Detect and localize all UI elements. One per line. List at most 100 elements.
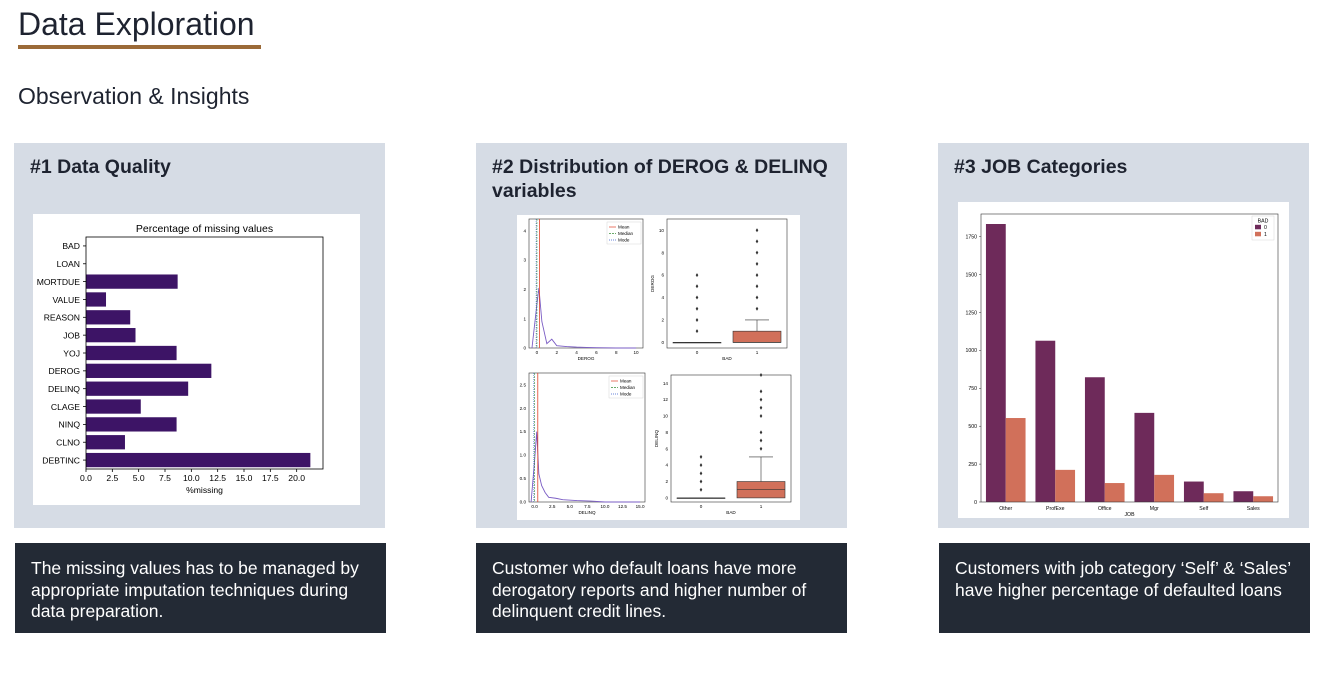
x-tick-label: 8 xyxy=(615,350,618,355)
legend-label: Mode xyxy=(620,392,632,397)
y-tick-label: DEBTINC xyxy=(42,455,80,465)
bar xyxy=(86,381,189,396)
panel-heading: #1 Data Quality xyxy=(30,156,171,178)
x-tick-label: 7.5 xyxy=(159,473,171,483)
outlier-point xyxy=(755,295,759,300)
legend-title: BAD xyxy=(1258,219,1269,225)
y-tick-label: 6 xyxy=(665,446,668,451)
job-categories-svg: 0 250 500 750 1000 1250 1500 1750 Other ProfExe Of… xyxy=(965,213,1279,518)
insight-note-data-quality: The missing values has to be managed by … xyxy=(15,543,386,633)
x-axis-label: %missing xyxy=(186,485,223,495)
x-axis-label: BAD xyxy=(722,356,732,361)
x-tick-label: ProfExe xyxy=(1046,506,1065,512)
outlier-point xyxy=(755,250,759,255)
legend-label: Mean xyxy=(620,379,632,384)
outlier-point xyxy=(699,479,703,484)
plot-frame xyxy=(670,374,792,503)
y-tick-label: 4 xyxy=(523,228,526,233)
y-tick-label: LOAN xyxy=(57,259,80,269)
bar xyxy=(1035,340,1056,502)
page-title: Data Exploration xyxy=(18,6,255,42)
x-tick-label: Office xyxy=(1098,506,1112,512)
legend-label: 1 xyxy=(1264,232,1267,238)
outlier-point xyxy=(755,261,759,266)
y-tick-label: 2 xyxy=(665,479,668,484)
y-tick-label: 1250 xyxy=(965,310,977,316)
y-tick-label: 1.5 xyxy=(520,429,527,434)
bar xyxy=(1233,491,1254,502)
y-tick-label: 1500 xyxy=(965,272,977,278)
outlier-point xyxy=(755,239,759,244)
bar xyxy=(1154,474,1175,502)
x-tick-label: 0 xyxy=(696,350,699,355)
outlier-point xyxy=(695,329,699,334)
x-tick-label: 0.0 xyxy=(80,473,92,483)
missing-values-svg: Percentage of missing values BAD LOAN MORTD… xyxy=(37,223,324,495)
x-tick-label: 20.0 xyxy=(288,473,305,483)
x-tick-label: 1 xyxy=(756,350,759,355)
bar xyxy=(86,310,131,325)
y-tick-label: 0 xyxy=(974,500,977,506)
plot-frame xyxy=(666,218,788,349)
x-tick-label: 5.0 xyxy=(567,504,574,509)
bar xyxy=(1084,377,1105,502)
bar xyxy=(86,399,141,414)
x-tick-label: 2.5 xyxy=(549,504,556,509)
derog-delinq-charts: 0 1 2 3 4 0 2 4 6 8 10 DEROG Mean Median Mode 0 2 4 6 8 10 0 1… xyxy=(517,215,800,520)
y-tick-label: 0.5 xyxy=(520,476,527,481)
x-tick-label: 10.0 xyxy=(183,473,200,483)
y-tick-label: 12 xyxy=(663,397,669,402)
y-tick-label: YOJ xyxy=(63,348,80,358)
y-tick-label: 3 xyxy=(523,258,526,263)
outlier-point xyxy=(699,471,703,476)
y-tick-label: 1 xyxy=(523,316,526,321)
y-tick-label: 500 xyxy=(968,424,977,430)
y-tick-label: MORTDUE xyxy=(37,277,81,287)
legend-label: Mean xyxy=(618,225,630,230)
panel-data-quality: #1 Data Quality Percentage of missing va… xyxy=(14,143,385,528)
x-axis-label: DEROG xyxy=(578,356,595,361)
x-tick-label: 7.5 xyxy=(584,504,591,509)
x-axis-label: JOB xyxy=(1124,512,1135,518)
x-tick-label: 10.0 xyxy=(600,504,609,509)
x-tick-label: Other xyxy=(999,506,1012,512)
legend-label: Mode xyxy=(618,238,630,243)
plot-frame xyxy=(528,218,644,349)
y-tick-label: JOB xyxy=(63,330,80,340)
x-tick-label: 5.0 xyxy=(133,473,145,483)
legend-label: 0 xyxy=(1264,225,1267,231)
outlier-point xyxy=(759,438,763,443)
bar xyxy=(1104,483,1125,502)
outlier-point xyxy=(755,273,759,278)
outlier-point xyxy=(759,373,763,377)
bar xyxy=(1183,481,1204,502)
x-tick-label: 12.5 xyxy=(618,504,627,509)
bar xyxy=(1134,412,1155,502)
y-tick-label: 1.0 xyxy=(520,453,527,458)
y-tick-label: 250 xyxy=(968,462,977,468)
insight-note-job-categories: Customers with job category ‘Self’ & ‘Sa… xyxy=(939,543,1310,633)
bar xyxy=(86,435,125,450)
y-tick-label: 750 xyxy=(968,386,977,392)
x-tick-label: 0.0 xyxy=(531,504,538,509)
x-tick-label: 6 xyxy=(595,350,598,355)
y-tick-label: 2.0 xyxy=(520,406,527,411)
x-tick-label: 2.5 xyxy=(106,473,118,483)
outlier-point xyxy=(695,317,699,322)
y-tick-label: DELINQ xyxy=(48,384,80,394)
x-axis-label: BAD xyxy=(726,510,736,515)
y-tick-label: CLNO xyxy=(56,438,80,448)
x-tick-label: 17.5 xyxy=(262,473,279,483)
y-tick-label: REASON xyxy=(44,313,80,323)
y-tick-label: 6 xyxy=(661,273,664,278)
plot-frame xyxy=(980,213,1279,503)
y-tick-label: 14 xyxy=(663,381,669,386)
y-tick-label: BAD xyxy=(62,241,80,251)
y-tick-label: CLAGE xyxy=(51,402,80,412)
title-underline xyxy=(18,45,261,49)
bar xyxy=(1055,469,1076,502)
missing-values-chart: Percentage of missing values BAD LOAN MORTD… xyxy=(33,214,360,505)
x-axis-label: DELINQ xyxy=(578,510,596,515)
bar xyxy=(985,224,1006,502)
outlier-point xyxy=(699,463,703,468)
